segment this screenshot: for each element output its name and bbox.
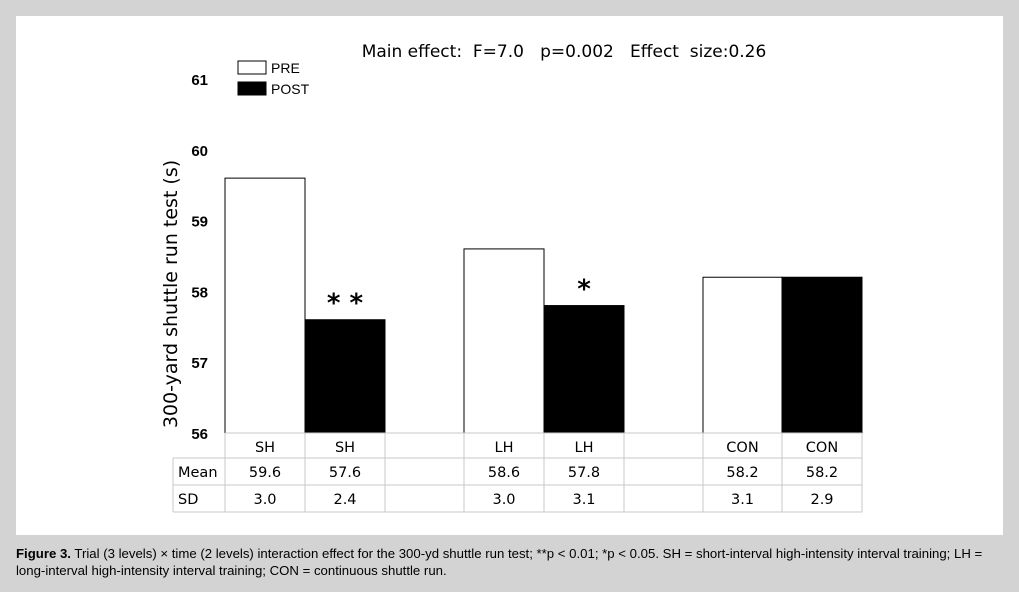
table-cell-sd: 2.9 bbox=[810, 492, 833, 508]
figure-caption: Figure 3. Trial (3 levels) × time (2 lev… bbox=[16, 545, 1011, 579]
caption-text: Trial (3 levels) × time (2 levels) inter… bbox=[16, 546, 983, 578]
figure-panel: Main effect: F=7.0 p=0.002 Effect size:0… bbox=[16, 16, 1003, 535]
significance-mark: * * bbox=[327, 289, 364, 319]
y-tick-label: 60 bbox=[191, 143, 208, 160]
y-axis-ticks: 56 57 58 59 60 61 bbox=[191, 72, 208, 443]
y-tick-label: 58 bbox=[191, 284, 208, 301]
y-tick-label: 57 bbox=[191, 355, 208, 372]
legend-swatch-post bbox=[237, 81, 267, 96]
bar-sh-post bbox=[304, 319, 386, 434]
bar-chart: Main effect: F=7.0 p=0.002 Effect size:0… bbox=[160, 42, 863, 513]
table-col-header: LH bbox=[495, 440, 514, 456]
data-table: Mean SD SH 59.6 3.0 SH 57.6 2.4 LH 58.6 3.0 LH 57.8 3… bbox=[172, 432, 863, 513]
legend-label-pre: PRE bbox=[271, 60, 300, 76]
bars bbox=[224, 177, 863, 434]
table-col-header: LH bbox=[575, 440, 594, 456]
bar-sh-pre bbox=[224, 177, 306, 434]
table-cell-sd: 3.1 bbox=[572, 492, 595, 508]
table-cell-mean: 58.2 bbox=[726, 465, 758, 481]
bar-lh-post bbox=[543, 305, 625, 434]
table-cell-mean: 58.6 bbox=[488, 465, 520, 481]
y-axis-label: 300-yard shuttle run test (s) bbox=[160, 160, 182, 428]
table-cell-sd: 3.0 bbox=[492, 492, 515, 508]
table-cell-mean: 57.6 bbox=[329, 465, 361, 481]
table-cell-sd: 3.0 bbox=[253, 492, 276, 508]
y-tick-label: 59 bbox=[191, 214, 208, 231]
y-tick-label: 56 bbox=[191, 426, 208, 443]
significance-mark: * bbox=[577, 275, 591, 305]
table-cell-sd: 2.4 bbox=[333, 492, 356, 508]
table-row-label: Mean bbox=[178, 465, 218, 481]
table-cell-mean: 57.8 bbox=[568, 465, 600, 481]
legend: PRE POST bbox=[237, 60, 310, 97]
table-col-header: SH bbox=[255, 440, 275, 456]
significance-marks: * * * bbox=[327, 275, 591, 319]
y-tick-label: 61 bbox=[191, 72, 208, 89]
table-cell-mean: 58.2 bbox=[806, 465, 838, 481]
table-col-header: SH bbox=[335, 440, 355, 456]
bar-con-post bbox=[781, 276, 863, 434]
table-col-header: CON bbox=[806, 440, 838, 456]
table-cell-mean: 59.6 bbox=[249, 465, 281, 481]
caption-label: Figure 3. bbox=[16, 546, 71, 561]
legend-label-post: POST bbox=[271, 81, 310, 97]
bar-lh-pre bbox=[463, 248, 545, 434]
table-cell-sd: 3.1 bbox=[731, 492, 754, 508]
table-row-label: SD bbox=[178, 492, 198, 508]
table-col-header: CON bbox=[726, 440, 758, 456]
chart-title: Main effect: F=7.0 p=0.002 Effect size:0… bbox=[362, 42, 767, 62]
legend-swatch-pre bbox=[237, 60, 267, 75]
bar-con-pre bbox=[702, 276, 783, 434]
